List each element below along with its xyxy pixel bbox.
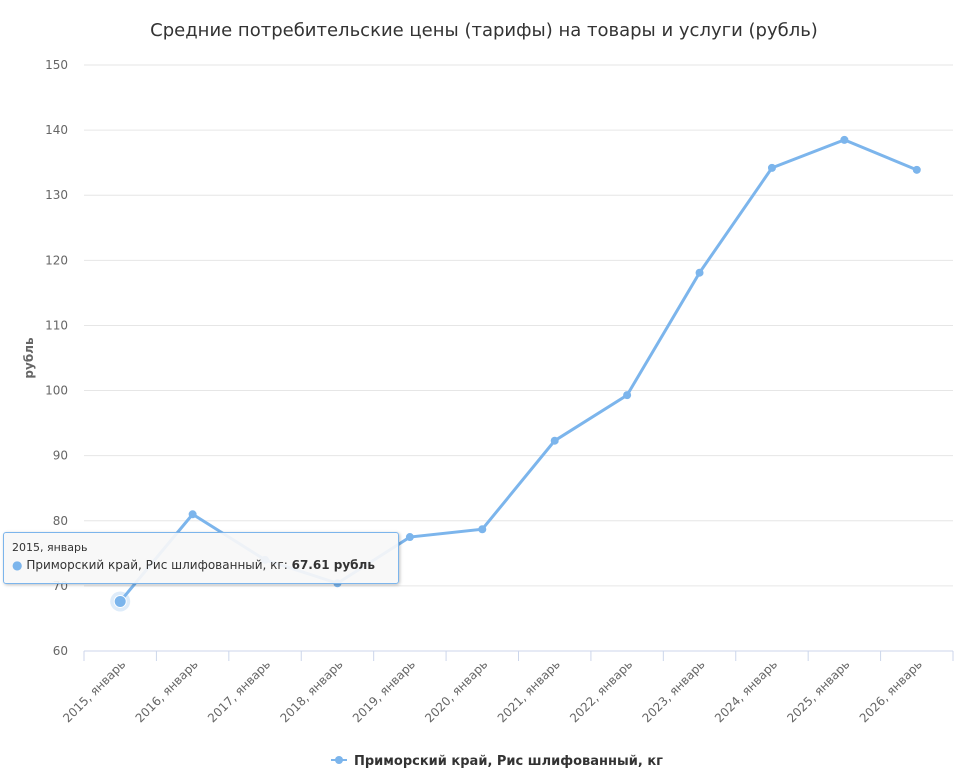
legend-item[interactable]: Приморский край, Рис шлифованный, кг — [354, 754, 663, 769]
y-tick-label: 130 — [45, 188, 68, 202]
tooltip: 2015, январь ● Приморский край, Рис шлиф… — [3, 532, 399, 584]
x-tick-label: 2021, январь — [495, 657, 563, 725]
data-point[interactable] — [405, 533, 414, 542]
data-point[interactable] — [695, 268, 704, 277]
y-tick-label: 100 — [45, 384, 68, 398]
data-point[interactable] — [840, 135, 849, 144]
y-tick-label: 110 — [45, 318, 68, 332]
y-axis-label: рубль — [22, 337, 36, 379]
x-tick-label: 2020, январь — [422, 657, 490, 725]
x-tick-label: 2024, январь — [712, 657, 780, 725]
y-tick-label: 120 — [45, 253, 68, 267]
x-tick-label: 2025, январь — [784, 657, 852, 725]
x-tick-label: 2022, январь — [567, 657, 635, 725]
y-tick-label: 150 — [45, 58, 68, 72]
x-tick-label: 2017, январь — [205, 657, 273, 725]
data-point[interactable] — [912, 165, 921, 174]
data-point[interactable] — [623, 391, 632, 400]
legend-marker-icon — [335, 756, 343, 764]
legend[interactable]: Приморский край, Рис шлифованный, кг — [331, 754, 663, 769]
tooltip-value: 67.61 рубль — [291, 558, 375, 572]
data-point[interactable] — [550, 436, 559, 445]
tooltip-series: Приморский край, Рис шлифованный, кг: — [26, 558, 292, 572]
data-point[interactable] — [767, 163, 776, 172]
y-tick-label: 90 — [53, 449, 68, 463]
chart-title: Средние потребительские цены (тарифы) на… — [150, 20, 818, 41]
data-point[interactable] — [113, 594, 127, 608]
x-tick-label: 2016, январь — [133, 657, 201, 725]
x-tick-label: 2015, январь — [60, 657, 128, 725]
tooltip-category: 2015, январь — [12, 541, 88, 554]
x-tick-label: 2023, январь — [640, 657, 708, 725]
x-tick-label: 2018, январь — [277, 657, 345, 725]
data-point[interactable] — [188, 510, 197, 519]
tooltip-marker-icon: ● — [12, 558, 23, 572]
y-tick-label: 60 — [53, 644, 68, 658]
y-tick-label: 140 — [45, 123, 68, 137]
x-tick-label: 2026, январь — [857, 657, 925, 725]
y-tick-label: 80 — [53, 514, 68, 528]
data-point[interactable] — [478, 525, 487, 534]
x-tick-label: 2019, январь — [350, 657, 418, 725]
